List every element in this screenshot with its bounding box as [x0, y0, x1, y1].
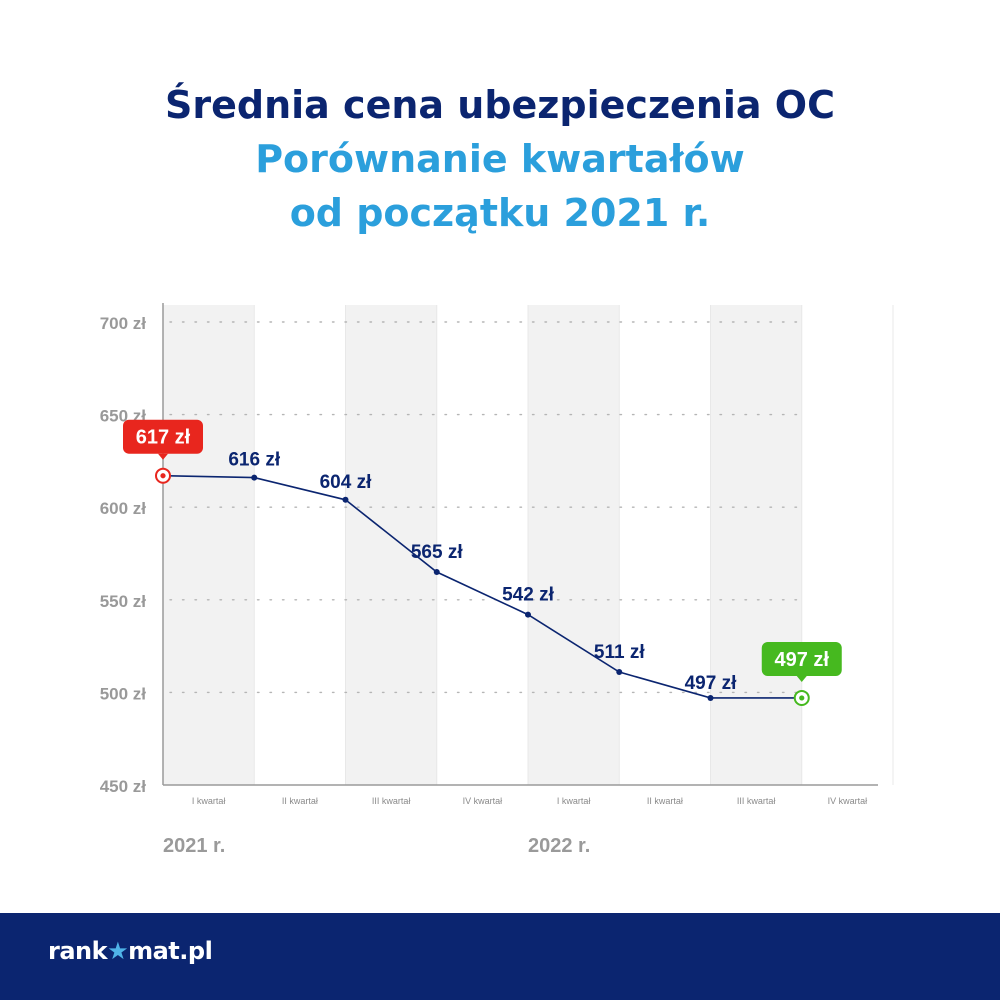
- start-badge: [123, 419, 203, 454]
- series-line: [162, 474, 802, 699]
- year-label: 2021 r.: [163, 835, 225, 857]
- start-badge-pointer: [158, 453, 168, 460]
- y-tick-label: 700 zł: [100, 314, 147, 333]
- brand-text-pre: rank: [48, 937, 108, 965]
- chart-subtitle-line1: Porównanie kwartałów: [255, 137, 745, 181]
- data-point: [342, 496, 349, 503]
- x-tick-label: I kwartał: [557, 796, 591, 806]
- data-point: [616, 669, 623, 676]
- data-label: 542 zł: [502, 585, 554, 606]
- data-label: 497 zł: [685, 673, 737, 694]
- chart-title-block: Średnia cena ubezpieczenia OC Porównanie…: [0, 78, 1000, 240]
- data-point: [251, 474, 258, 481]
- chart-subtitle-line2: od początku 2021 r.: [289, 191, 711, 235]
- y-tick-label: 500 zł: [100, 684, 147, 703]
- end-badge-pointer: [796, 675, 807, 682]
- y-tick-label: 450 zł: [100, 777, 147, 796]
- x-tick-label: III kwartał: [737, 796, 776, 806]
- end-badge-label: 497 zł: [775, 649, 830, 671]
- start-badge-label: 617 zł: [136, 427, 191, 449]
- column-band: [345, 305, 437, 785]
- x-tick-label: II kwartał: [282, 796, 318, 806]
- column-band: [163, 305, 255, 785]
- x-tick-label: II kwartał: [647, 796, 683, 806]
- year-label: 2022 r.: [528, 835, 590, 857]
- y-tick-label: 550 zł: [100, 592, 147, 611]
- brand-logo: rank★mat.pl: [48, 937, 213, 965]
- column-band: [528, 305, 620, 785]
- x-tick-label: IV kwartał: [828, 796, 868, 806]
- y-tick-label: 600 zł: [100, 499, 147, 518]
- data-label: 604 zł: [320, 472, 372, 493]
- data-label: 616 zł: [228, 450, 280, 471]
- x-tick-label: IV kwartał: [463, 796, 503, 806]
- chart-title: Średnia cena ubezpieczenia OC: [165, 83, 835, 127]
- brand-text-post: mat.pl: [128, 937, 213, 965]
- data-label: 565 zł: [411, 542, 463, 563]
- data-point: [433, 569, 440, 576]
- x-tick-label: III kwartał: [372, 796, 411, 806]
- end-marker-dot: [799, 695, 805, 701]
- brand-star-icon: ★: [107, 937, 129, 965]
- footer-bar: rank★mat.pl: [0, 913, 1000, 1000]
- end-badge: [761, 641, 842, 676]
- data-point: [525, 611, 531, 618]
- x-tick-label: I kwartał: [192, 796, 226, 806]
- data-label: 511 zł: [594, 642, 645, 663]
- data-point: [707, 694, 714, 701]
- start-marker-dot: [160, 473, 166, 479]
- column-band: [710, 305, 802, 785]
